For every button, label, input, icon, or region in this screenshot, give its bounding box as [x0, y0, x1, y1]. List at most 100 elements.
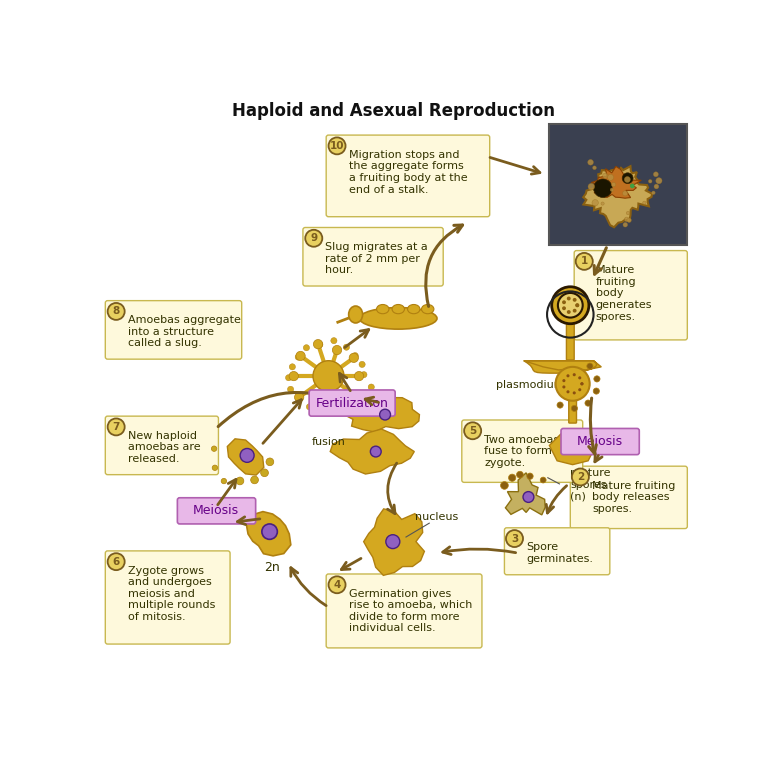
Ellipse shape: [392, 305, 405, 314]
Circle shape: [578, 388, 581, 391]
Text: 1: 1: [581, 256, 588, 266]
Text: Amoebas aggregate
into a structure
called a slug.: Amoebas aggregate into a structure calle…: [127, 315, 240, 349]
Circle shape: [572, 468, 589, 486]
Ellipse shape: [422, 305, 434, 314]
Polygon shape: [247, 511, 291, 556]
Circle shape: [349, 404, 356, 410]
Circle shape: [594, 179, 612, 198]
FancyBboxPatch shape: [561, 429, 639, 454]
Text: Meiosis: Meiosis: [577, 435, 623, 448]
FancyBboxPatch shape: [505, 527, 610, 575]
Circle shape: [592, 200, 598, 206]
Circle shape: [575, 303, 579, 307]
FancyBboxPatch shape: [571, 466, 687, 528]
Circle shape: [306, 404, 313, 410]
Circle shape: [562, 300, 566, 304]
Circle shape: [567, 374, 570, 377]
Circle shape: [573, 309, 577, 312]
Circle shape: [315, 397, 325, 407]
Circle shape: [624, 217, 629, 222]
Circle shape: [562, 385, 565, 388]
Circle shape: [295, 354, 301, 360]
Circle shape: [354, 372, 364, 381]
Circle shape: [286, 375, 292, 381]
Circle shape: [287, 386, 293, 392]
Polygon shape: [227, 439, 264, 475]
Circle shape: [266, 458, 273, 466]
Circle shape: [329, 138, 346, 154]
FancyBboxPatch shape: [462, 420, 583, 483]
Polygon shape: [505, 473, 545, 515]
Text: Slug migrates at a
rate of 2 mm per
hour.: Slug migrates at a rate of 2 mm per hour…: [326, 242, 428, 275]
Circle shape: [108, 303, 124, 320]
Circle shape: [333, 345, 342, 355]
Text: Germination gives
rise to amoeba, which
divide to form more
individual cells.: Germination gives rise to amoeba, which …: [349, 588, 472, 633]
Text: 7: 7: [112, 422, 120, 432]
Text: Zygote grows
and undergoes
meiosis and
multiple rounds
of mitosis.: Zygote grows and undergoes meiosis and m…: [127, 565, 215, 622]
Text: Fertilization: Fertilization: [316, 397, 388, 410]
FancyBboxPatch shape: [574, 251, 687, 340]
Circle shape: [329, 576, 346, 594]
Circle shape: [527, 473, 533, 480]
Circle shape: [290, 364, 296, 370]
Circle shape: [567, 296, 571, 300]
Circle shape: [305, 230, 323, 247]
Ellipse shape: [376, 305, 389, 314]
Text: plasmodium: plasmodium: [495, 380, 564, 390]
Ellipse shape: [359, 308, 437, 329]
FancyBboxPatch shape: [105, 416, 218, 475]
Circle shape: [221, 478, 227, 484]
Circle shape: [555, 367, 590, 401]
Circle shape: [294, 393, 304, 402]
Text: nucleus: nucleus: [415, 512, 458, 522]
Ellipse shape: [349, 306, 362, 323]
Circle shape: [623, 223, 627, 227]
Text: Mature fruiting
body releases
spores.: Mature fruiting body releases spores.: [592, 481, 675, 514]
Circle shape: [464, 423, 482, 439]
Circle shape: [626, 211, 630, 215]
Text: Two amoebas
fuse to form a
zygote.: Two amoebas fuse to form a zygote.: [485, 435, 562, 468]
Circle shape: [370, 446, 381, 457]
Circle shape: [593, 166, 597, 169]
Ellipse shape: [408, 305, 420, 314]
Text: Spore
germinates.: Spore germinates.: [526, 543, 593, 564]
Circle shape: [578, 376, 581, 379]
FancyBboxPatch shape: [567, 314, 574, 360]
Circle shape: [627, 218, 631, 223]
Circle shape: [585, 400, 591, 406]
Circle shape: [108, 419, 124, 435]
Polygon shape: [591, 166, 641, 198]
Circle shape: [313, 361, 344, 391]
FancyBboxPatch shape: [326, 574, 482, 648]
Circle shape: [316, 341, 323, 347]
Circle shape: [211, 446, 217, 451]
Circle shape: [593, 388, 599, 394]
Circle shape: [250, 476, 259, 484]
FancyBboxPatch shape: [303, 227, 443, 286]
Text: 8: 8: [113, 306, 120, 316]
FancyBboxPatch shape: [569, 391, 577, 423]
Circle shape: [611, 182, 616, 187]
Polygon shape: [524, 361, 601, 373]
Circle shape: [571, 405, 578, 411]
FancyBboxPatch shape: [326, 135, 490, 217]
Polygon shape: [583, 166, 652, 227]
FancyBboxPatch shape: [105, 301, 242, 359]
Circle shape: [581, 382, 584, 385]
Circle shape: [343, 344, 349, 350]
Text: 3: 3: [511, 534, 518, 543]
Circle shape: [303, 345, 310, 351]
Circle shape: [576, 253, 593, 270]
Text: 5: 5: [469, 426, 476, 435]
Text: Migration stops and
the aggregate forms
a fruiting body at the
end of a stalk.: Migration stops and the aggregate forms …: [349, 150, 467, 195]
Polygon shape: [549, 430, 596, 464]
Circle shape: [573, 373, 576, 376]
Text: 4: 4: [333, 580, 341, 590]
Text: fusion: fusion: [312, 436, 346, 447]
Circle shape: [567, 310, 571, 314]
Circle shape: [607, 174, 614, 180]
FancyBboxPatch shape: [177, 498, 256, 524]
Text: 2n: 2n: [264, 561, 280, 574]
Circle shape: [652, 191, 655, 195]
Circle shape: [289, 372, 299, 381]
